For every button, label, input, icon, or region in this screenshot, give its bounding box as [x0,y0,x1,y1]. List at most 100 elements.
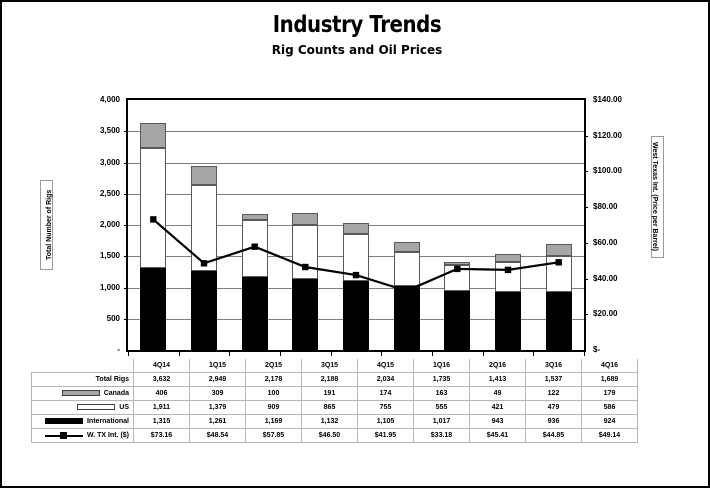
row-label-international: International [31,414,134,429]
left-axis-tick [124,225,128,226]
left-axis-tick-label: 2,500 [99,188,120,198]
table-cell: 909 [245,400,302,415]
bar-segment-us [292,225,319,280]
left-axis-tick [124,193,128,195]
table-cell: 163 [413,386,470,401]
wti-polyline [152,218,559,292]
right-axis-tick [584,207,588,209]
table-cell: 1,413 [469,372,526,387]
table-cell: 1,261 [189,414,246,429]
bar-segment-us [393,251,420,287]
bar-segment-canada [444,261,471,265]
table-cell: 755 [357,400,414,415]
table-cell: 1,169 [245,414,302,429]
bar-segment-international [140,267,167,350]
table-header-row: 4Q14 1Q15 2Q15 3Q15 4Q15 1Q16 2Q16 3Q16 4Q16 [31,359,638,373]
x-axis-tick [482,352,484,356]
x-axis-tick [330,352,332,356]
right-axis-tick-label: $100.00 [593,166,622,176]
page-subtitle: Rig Counts and Oil Prices [271,43,443,57]
table-cell: $45.41 [469,428,526,443]
table-period-header: 2Q15 [245,359,302,373]
table-cell: 2,034 [357,372,414,387]
table-cell: 1,017 [413,414,470,429]
bar-segment-canada [545,244,572,256]
us-label: US [119,403,129,411]
table-cell: 865 [301,400,358,415]
right-axis-title: West Texas Int. (Price per Barrel) [651,136,664,258]
left-axis-tick [124,131,128,133]
wti-legend-line-icon [45,431,83,439]
row-label-canada: Canada [31,386,134,401]
bar-segment-international [241,276,268,350]
table-cell: 309 [189,386,246,401]
bar-segment-canada [241,213,268,221]
bar-segment-international [444,291,471,350]
left-axis-tick-label: 3,500 [99,126,120,136]
x-axis-tick [229,352,231,356]
bar-group [343,100,369,350]
bar-segment-us [495,261,521,292]
table-cell: 1,537 [525,372,582,387]
table-cell: 943 [469,414,526,429]
international-legend-swatch-icon [44,418,83,425]
left-axis-title: Total Number of Rigs [40,180,53,270]
bar-segment-canada [495,253,521,262]
table-cell: 100 [245,386,302,401]
bar-group [292,100,319,350]
right-axis-tick [584,278,588,280]
table-cell: $44.85 [525,428,582,443]
bar-segment-international [495,291,521,350]
table-cell: 1,315 [133,414,190,429]
table-cell: 586 [581,400,638,415]
table-period-header: 1Q16 [413,359,470,373]
gridline [128,131,584,133]
table-cell: $73.16 [133,428,190,443]
table-cell: 1,689 [581,372,638,387]
bar-group [393,100,420,350]
table-cell: 936 [525,414,582,429]
x-axis-tick [280,352,281,356]
x-axis-tick [432,352,433,356]
table-cell: $48.54 [189,428,246,443]
table-cell: 3,632 [133,372,190,387]
page-title: Industry Trends [272,12,442,38]
wti-data-point-marker [200,260,208,267]
wti-data-point-marker [555,259,562,266]
bar-group [140,100,167,350]
wti-data-point-marker [251,243,258,250]
wti-data-point-marker [403,287,410,294]
table-cell: 479 [525,400,582,415]
gridline [128,193,584,195]
table-cell: 421 [469,400,526,415]
table-cell: $49.14 [581,428,638,443]
right-axis-tick [584,171,588,173]
wti-label: W. TX Int. ($) [87,431,129,439]
right-axis-tick [584,135,588,137]
bar-segment-canada [343,222,369,234]
left-axis-tick-label: 500 [106,313,120,323]
table-cell: 1,132 [301,414,358,429]
table-cell: 191 [301,386,358,401]
left-axis-tick [124,256,128,258]
x-axis-tick [178,352,180,356]
right-axis-tick-label: $80.00 [593,202,618,212]
table-period-header: 4Q14 [133,359,190,373]
left-axis-tick-label: 1,500 [99,251,120,261]
table-cell: 1,379 [189,400,246,415]
wti-data-point-marker [302,263,309,271]
left-axis-tick-label: 3,000 [99,157,120,167]
wti-line-series [150,216,562,294]
table-cell: $33.18 [413,428,470,443]
right-axis-tick-label: $20.00 [593,309,618,319]
table-period-header: 3Q16 [525,359,582,373]
table-cell: $46.50 [301,428,358,443]
table-cell: 555 [413,400,470,415]
right-axis-tick-label: $120.00 [593,130,622,140]
x-axis-tick [533,352,535,356]
bar-segment-international [191,271,217,350]
wti-data-point-marker [150,216,157,223]
right-axis-tick-label: $60.00 [593,237,618,247]
bar-segment-international [343,280,369,350]
